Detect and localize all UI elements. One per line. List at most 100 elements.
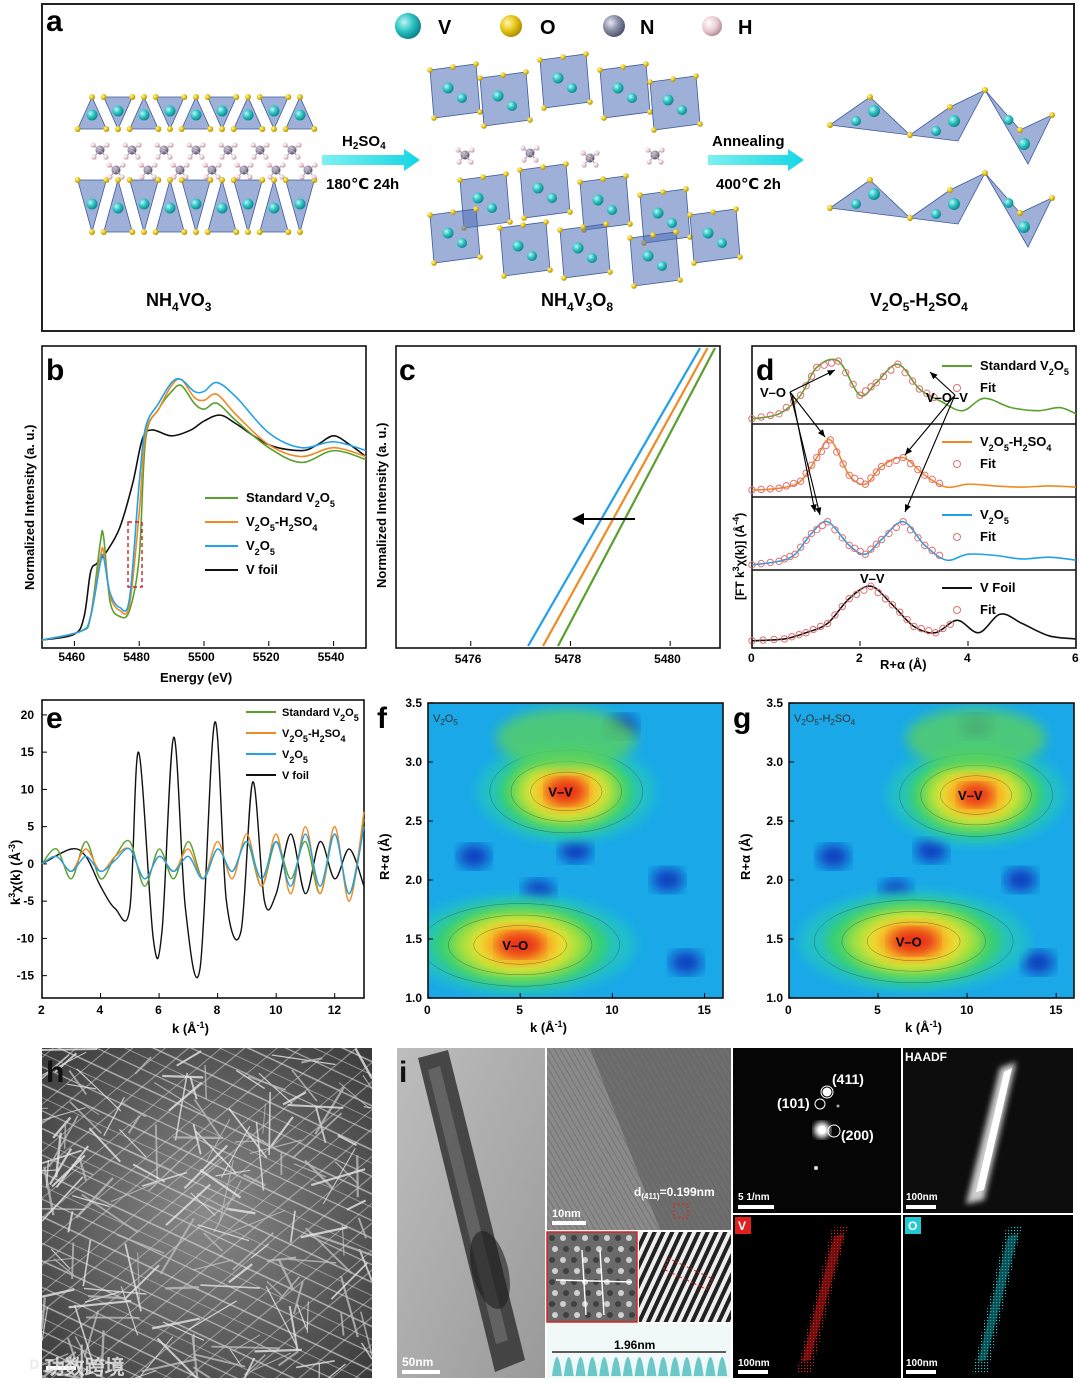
nanorod: [141, 1358, 198, 1373]
o-atom: [167, 126, 173, 132]
nanorod: [41, 1054, 70, 1080]
h-atom: [311, 174, 317, 180]
o-atom: [670, 76, 676, 82]
fit-legend-marker: [953, 606, 961, 614]
contour-line: [428, 903, 620, 987]
nanorod: [232, 1334, 261, 1352]
h-atom: [247, 174, 253, 180]
o-atom: [126, 177, 133, 183]
y-tick-label: -5: [23, 894, 34, 908]
o-atom: [193, 229, 199, 235]
nanorod: [191, 1335, 199, 1379]
o-atom: [603, 221, 609, 227]
xanes-legend: Standard V2O5 V2O5-H2SO4 V2O5 V foil: [205, 490, 335, 577]
nanorod: [306, 1301, 309, 1333]
h-atom: [136, 142, 142, 148]
nanorod: [100, 1330, 105, 1377]
v-atom: [667, 218, 677, 228]
fit-marker: [839, 460, 847, 468]
hrtem-scale-text: 10nm: [552, 1208, 581, 1220]
lattice-dot: [552, 1268, 558, 1274]
v-atom: [216, 105, 228, 117]
o-atom: [710, 209, 716, 215]
ft-line-0: [751, 358, 1077, 420]
lattice-dot: [593, 1301, 599, 1307]
contour-line: [841, 911, 986, 972]
map-o-scale-text: 100nm: [906, 1358, 938, 1369]
fit-marker: [789, 479, 798, 488]
o-atom: [1017, 210, 1023, 216]
lattice-dot: [629, 1268, 635, 1274]
o-atom: [450, 64, 456, 70]
fit-marker: [845, 541, 853, 550]
fit-marker: [928, 475, 936, 484]
nanorod: [118, 1128, 147, 1158]
v-atom: [457, 93, 467, 103]
arrowhead: [905, 504, 911, 512]
lattice-dot: [563, 1312, 569, 1318]
nanorod: [330, 1262, 368, 1300]
lattice-dot: [571, 1235, 577, 1241]
lattice-dot: [596, 1246, 602, 1252]
nanorod: [54, 1052, 78, 1073]
o-atom: [178, 177, 185, 183]
nanorod: [193, 1099, 221, 1137]
o-atom: [867, 177, 873, 183]
v-atom: [112, 105, 124, 117]
nanorod: [141, 1171, 188, 1187]
fit-marker: [872, 379, 880, 387]
o-atom: [129, 229, 136, 235]
nanorod: [301, 1057, 323, 1064]
x-tick-label: 5500: [188, 650, 215, 664]
x-tick-label: 5520: [253, 650, 280, 664]
fit-marker: [833, 448, 841, 456]
lattice-dot: [604, 1257, 610, 1263]
o-atom: [204, 229, 211, 235]
h-atom: [122, 142, 128, 148]
fit-marker: [888, 601, 897, 609]
polyhedron: [629, 231, 681, 287]
o-atom: [103, 126, 110, 132]
o-atom: [219, 126, 225, 132]
nanorod: [73, 1304, 96, 1369]
h-atom: [299, 174, 305, 180]
xanes-xlabel: Energy (eV): [160, 670, 232, 685]
nanorod: [357, 1217, 367, 1239]
lattice-dot: [626, 1257, 632, 1263]
wavelet-ylabel-f: R+α (Å): [377, 833, 392, 880]
wavelet-xlabel-f: k (Å-1): [530, 1019, 567, 1035]
fit-marker: [770, 635, 778, 644]
v-atom: [642, 250, 654, 262]
h-atom: [90, 142, 96, 148]
panel-a-label: a: [46, 5, 63, 38]
nanorod: [310, 1168, 366, 1187]
v-atom: [1018, 221, 1030, 233]
legend-entry: V2O5: [246, 538, 275, 557]
h-atom: [533, 157, 539, 163]
v-atom: [702, 227, 714, 239]
fit-marker: [899, 453, 907, 462]
fit-marker: [817, 447, 826, 456]
fit-marker: [849, 380, 857, 388]
v-atom: [190, 109, 202, 121]
h-atom: [280, 162, 286, 168]
h-atom: [218, 142, 224, 148]
legend-entry: Standard V2O5: [282, 707, 359, 723]
o-atom: [256, 229, 263, 235]
h-atom: [248, 162, 254, 168]
h-atom: [520, 145, 526, 151]
polyhedron: [429, 208, 481, 264]
x-tick-label: 6: [155, 1003, 162, 1017]
nanorod: [356, 1155, 359, 1198]
v-atom: [1003, 198, 1014, 208]
lattice-dot: [585, 1290, 591, 1296]
fit-marker: [788, 633, 796, 641]
fit-marker: [809, 625, 818, 634]
polyhedron: [559, 223, 611, 279]
o-atom: [103, 177, 110, 183]
v-atom: [164, 105, 176, 117]
lattice-dot: [618, 1312, 624, 1318]
arrowhead: [930, 372, 938, 380]
legend-entry: V2O5: [282, 749, 308, 765]
o-atom: [233, 94, 240, 100]
